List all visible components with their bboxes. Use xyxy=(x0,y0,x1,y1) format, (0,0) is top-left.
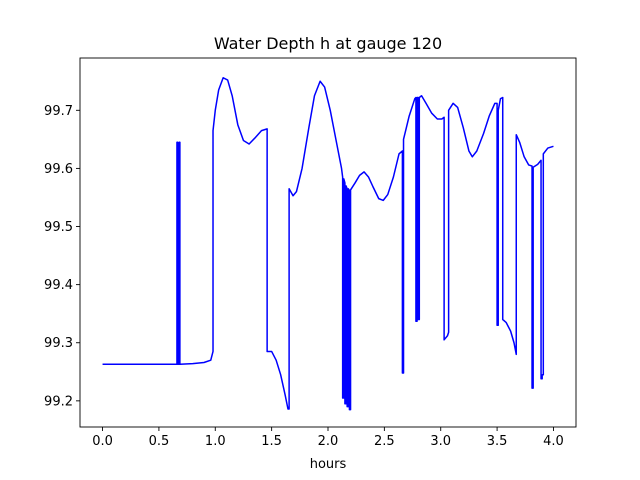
y-tick-label: 99.4 xyxy=(44,278,73,293)
x-tick-label: 2.5 xyxy=(374,434,395,449)
x-tick-label: 2.0 xyxy=(318,434,339,449)
x-tick-label: 3.5 xyxy=(487,434,508,449)
x-tick-label: 0.0 xyxy=(92,434,113,449)
x-axis: 0.0 0.5 1.0 1.5 2.0 2.5 3.0 3.5 4.0 xyxy=(92,427,564,449)
chart-title: Water Depth h at gauge 120 xyxy=(214,34,442,53)
y-axis: 99.2 99.3 99.4 99.5 99.6 99.7 xyxy=(44,104,80,409)
x-tick-label: 3.0 xyxy=(430,434,451,449)
y-tick-label: 99.3 xyxy=(44,336,73,351)
y-tick-label: 99.2 xyxy=(44,394,73,409)
y-tick-label: 99.7 xyxy=(44,104,73,119)
series-line-water-depth xyxy=(102,77,554,411)
y-tick-label: 99.5 xyxy=(44,220,73,235)
x-tick-label: 4.0 xyxy=(543,434,564,449)
x-tick-label: 1.0 xyxy=(205,434,226,449)
plot-area xyxy=(102,77,554,411)
y-tick-label: 99.6 xyxy=(44,162,73,177)
x-tick-label: 1.5 xyxy=(261,434,282,449)
x-axis-label: hours xyxy=(310,457,347,472)
x-tick-label: 0.5 xyxy=(149,434,170,449)
